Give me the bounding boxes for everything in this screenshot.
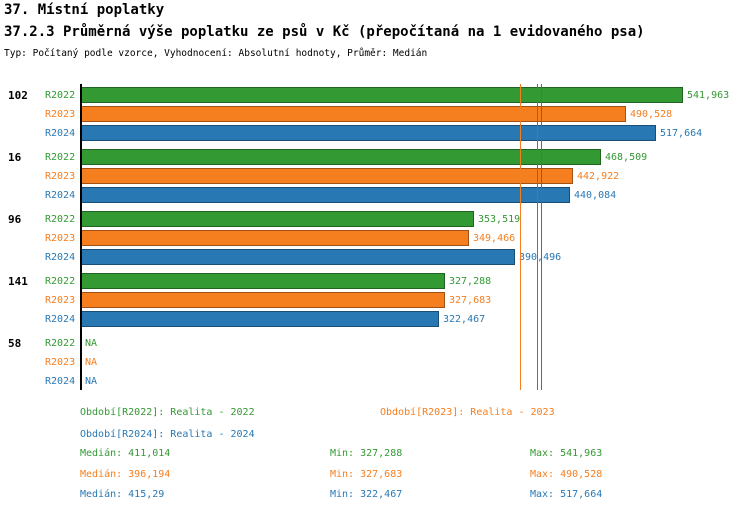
bar-value-label: 517,664 xyxy=(660,128,703,139)
stat-min-r2023: Min: 327,683 xyxy=(330,469,403,480)
median-line xyxy=(537,84,538,390)
series-row-label: R2024 xyxy=(45,314,76,325)
median-line xyxy=(541,84,542,390)
series-row-label: R2023 xyxy=(45,357,76,368)
bar xyxy=(81,187,570,203)
bar-value-na: NA xyxy=(85,357,98,368)
legend-item-r2022: Období[R2022]: Realita - 2022 xyxy=(80,407,255,418)
bar xyxy=(81,168,573,184)
page-title: 37. Místní poplatky xyxy=(4,2,165,18)
bar-value-label: 468,509 xyxy=(605,152,648,163)
stat-median-r2022: Medián: 411,014 xyxy=(80,448,171,459)
series-row-label: R2022 xyxy=(45,338,76,349)
series-row-label: R2023 xyxy=(45,233,76,244)
bar-value-label: 353,519 xyxy=(478,214,521,225)
bar xyxy=(81,149,601,165)
legend-item-r2024: Období[R2024]: Realita - 2024 xyxy=(80,429,255,440)
chart-title: 37.2.3 Průměrná výše poplatku ze psů v K… xyxy=(4,24,645,40)
series-row-label: R2022 xyxy=(45,214,76,225)
series-row-label: R2024 xyxy=(45,252,76,263)
bar xyxy=(81,106,626,122)
legend-item-r2023: Období[R2023]: Realita - 2023 xyxy=(380,407,555,418)
series-row-label: R2022 xyxy=(45,90,76,101)
series-row-label: R2023 xyxy=(45,171,76,182)
series-row-label: R2024 xyxy=(45,128,76,139)
bar xyxy=(81,230,469,246)
stat-min-r2022: Min: 327,288 xyxy=(330,448,403,459)
group-label: 58 xyxy=(8,337,22,350)
bar-value-label: 440,084 xyxy=(574,190,617,201)
bar xyxy=(81,249,515,265)
bar-value-label: 541,963 xyxy=(687,90,730,101)
bar-value-label: 327,288 xyxy=(449,276,492,287)
stat-min-r2024: Min: 322,467 xyxy=(330,489,403,500)
bar-value-label: 390,496 xyxy=(519,248,561,267)
stat-median-r2023: Medián: 396,194 xyxy=(80,469,171,480)
series-row-label: R2024 xyxy=(45,190,76,201)
series-row-label: R2022 xyxy=(45,152,76,163)
stat-max-r2022: Max: 541,963 xyxy=(530,448,603,459)
bar-value-label: 490,528 xyxy=(630,109,673,120)
y-axis-line xyxy=(80,84,82,390)
series-row-label: R2024 xyxy=(45,376,76,387)
group-label: 102 xyxy=(8,89,28,102)
bar-value-label: 327,683 xyxy=(449,295,492,306)
bar xyxy=(81,292,445,308)
series-row-label: R2023 xyxy=(45,109,76,120)
bar xyxy=(81,125,656,141)
median-line xyxy=(520,84,521,390)
bar-value-na: NA xyxy=(85,338,98,349)
stat-max-r2024: Max: 517,664 xyxy=(530,489,603,500)
bar xyxy=(81,273,445,289)
bar-value-label: 322,467 xyxy=(443,314,486,325)
group-label: 141 xyxy=(8,275,28,288)
series-row-label: R2022 xyxy=(45,276,76,287)
stat-max-r2023: Max: 490,528 xyxy=(530,469,603,480)
chart-meta: Typ: Počítaný podle vzorce, Vyhodnocení:… xyxy=(4,48,428,59)
group-label: 96 xyxy=(8,213,22,226)
bar-value-label: 349,466 xyxy=(473,233,516,244)
bar-value-na: NA xyxy=(85,376,98,387)
bar xyxy=(81,211,474,227)
series-row-label: R2023 xyxy=(45,295,76,306)
bar xyxy=(81,87,683,103)
bar-value-label: 442,922 xyxy=(577,171,620,182)
group-label: 16 xyxy=(8,151,22,164)
stat-median-r2024: Medián: 415,29 xyxy=(80,489,165,500)
bar xyxy=(81,311,439,327)
